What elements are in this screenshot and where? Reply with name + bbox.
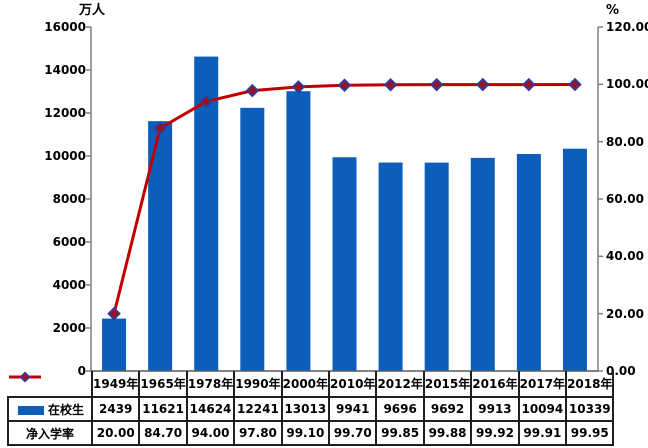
- rate-value-cell: 99.95: [565, 420, 615, 446]
- legend-cell-rate: 净入学率: [7, 371, 93, 446]
- left-tick-label: 10000: [44, 149, 86, 163]
- enrollment-bar: [332, 157, 357, 371]
- enrollment-value-cell: 13013: [280, 396, 331, 422]
- rate-value-cell: 97.80: [233, 420, 283, 446]
- enrollment-value-cell: 10094: [517, 396, 568, 422]
- data-table: 1949年 1965年 1978年 1990年 2000年 2010年 2012年 2015年…: [7, 371, 615, 446]
- bar-legend-swatch-icon: [17, 405, 44, 415]
- enrollment-value-cell: 12241: [233, 396, 283, 422]
- left-tick-label: 12000: [44, 106, 86, 120]
- year-header-cell: 2012年: [375, 371, 425, 398]
- year-header-cell: 2015年: [422, 371, 473, 398]
- left-tick-label: 4000: [52, 278, 86, 292]
- enrollment-bar: [240, 107, 265, 372]
- enrollment-bar: [516, 153, 541, 371]
- year-header-cell: 1990年: [233, 371, 283, 398]
- rate-value-cell: 99.10: [280, 420, 331, 446]
- year-header-cell: 2017年: [517, 371, 568, 398]
- line-marker-diamond: [153, 121, 167, 135]
- year-header-cell: 1978年: [185, 371, 236, 398]
- enrollment-value-cell: 11621: [138, 396, 188, 422]
- right-tick-label: 60.00: [606, 192, 644, 206]
- table-row-enrollment: 在校生 2439 11621 14624 12241 13013 9941 9696 9692 9…: [7, 396, 615, 422]
- left-tick-label: 2000: [52, 321, 86, 335]
- enrollment-bar: [194, 56, 219, 372]
- enrollment-value-cell: 2439: [90, 396, 141, 422]
- right-tick-label: 120.00: [606, 20, 648, 34]
- line-marker-diamond: [568, 77, 582, 92]
- legend-label-enrollment: 在校生: [47, 402, 84, 417]
- rate-value-cell: 99.85: [375, 420, 425, 446]
- right-tick-label: 100.00: [606, 77, 648, 92]
- enrollment-bar: [424, 162, 449, 371]
- left-tick-label: 16000: [44, 20, 86, 34]
- enrollment-value-cell: 9692: [422, 396, 473, 422]
- year-header-cell: 2010年: [328, 371, 378, 398]
- left-tick-label: 0: [77, 364, 86, 378]
- line-marker-diamond: [337, 78, 352, 92]
- right-tick-label: 80.00: [606, 134, 644, 149]
- legend-cell-enrollment: 在校生: [7, 396, 93, 422]
- year-header-cell: 2000年: [280, 371, 331, 398]
- line-marker-diamond: [107, 306, 121, 321]
- right-axis-title: %: [606, 3, 620, 18]
- enrollment-bar: [378, 162, 403, 371]
- rate-value-cell: 99.92: [470, 420, 520, 446]
- left-tick-label: 14000: [44, 63, 86, 77]
- enrollment-bar: [562, 148, 587, 371]
- year-header-cell: 2016年: [470, 371, 520, 398]
- right-tick-label: 20.00: [606, 306, 644, 321]
- enrollment-bar: [286, 91, 311, 372]
- enrollment-bar: [470, 157, 495, 371]
- table-row-rate: 净入学率 20.00 84.70 94.00 97.80 99.10 99.70 99.85 9…: [7, 371, 615, 446]
- line-marker-diamond: [429, 77, 444, 92]
- rate-value-cell: 99.91: [517, 420, 568, 446]
- line-marker-diamond: [199, 94, 213, 109]
- table-row-years: 1949年 1965年 1978年 1990年 2000年 2010年 2012年 2015年…: [8, 371, 615, 398]
- line-marker-diamond: [383, 77, 398, 92]
- enrollment-bar: [102, 318, 127, 371]
- line-marker-diamond: [522, 77, 536, 92]
- enrollment-value-cell: 14624: [185, 396, 236, 422]
- enrollment-value-cell: 9696: [375, 396, 425, 422]
- line-marker-diamond: [245, 83, 260, 98]
- enrollment-value-cell: 9913: [470, 396, 520, 422]
- year-header-cell: 1949年: [90, 371, 141, 398]
- rate-value-cell: 99.88: [422, 420, 473, 446]
- line-marker-diamond: [476, 77, 490, 92]
- year-header-cell: 1965年: [138, 371, 188, 398]
- rate-value-cell: 20.00: [90, 420, 141, 446]
- left-axis-title: 万人: [78, 3, 105, 18]
- left-tick-label: 6000: [52, 235, 86, 249]
- left-tick-label: 8000: [52, 192, 86, 206]
- rate-value-cell: 94.00: [185, 420, 236, 446]
- enrollment-value-cell: 9941: [328, 396, 378, 422]
- enrollment-value-cell: 10339: [565, 396, 615, 422]
- legend-label-rate: 净入学率: [25, 426, 74, 441]
- line-marker-diamond: [291, 80, 306, 94]
- year-header-cell: 2018年: [565, 371, 615, 398]
- right-tick-label: 40.00: [606, 249, 644, 264]
- rate-value-cell: 84.70: [138, 420, 188, 446]
- rate-value-cell: 99.70: [328, 420, 378, 446]
